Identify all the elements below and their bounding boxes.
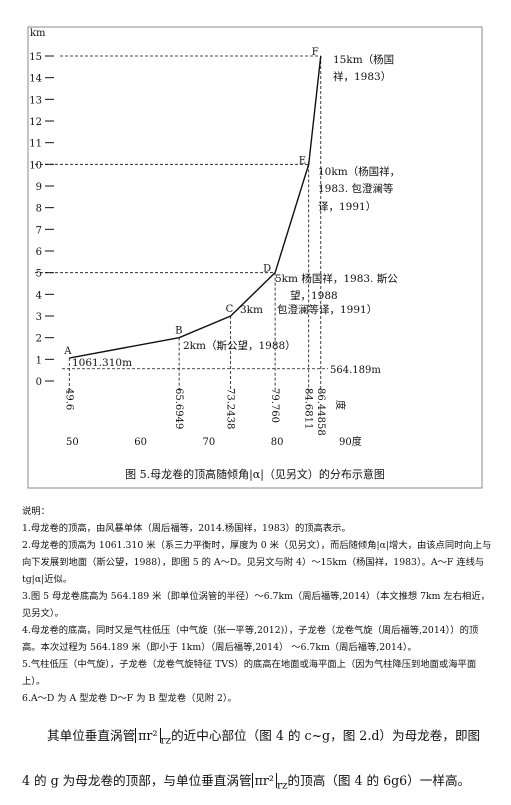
formula: πr² — [251, 772, 277, 788]
value-label: 2km（斯公望，1988） — [183, 339, 296, 352]
x-value-label: 73.2438 — [225, 388, 236, 429]
y-tick-label: 12 — [29, 117, 42, 128]
point-name: A — [63, 346, 72, 357]
point-name: F — [312, 47, 319, 58]
note-item: 6.A～D 为 A 型龙卷 D～F 为 B 型龙卷（见附 2）。 — [22, 693, 237, 704]
y-tick-label: 11 — [29, 139, 42, 150]
body-paragraph: 其单位垂直涡管 πr² rz的近中心部位（图 4 的 c~g，图 2.d）为母龙卷，… — [22, 716, 492, 805]
y-tick-label: 0 — [36, 377, 42, 388]
x-unit: 度 — [334, 400, 347, 410]
point-name: C — [226, 304, 234, 315]
formula-sub: rz — [276, 779, 288, 792]
value-label: 望，1988 — [290, 289, 338, 302]
value-label: 祥，1983） — [333, 70, 391, 83]
y-tick-label: 13 — [29, 95, 42, 106]
value-label: 5km 杨国祥，1983. 斯公 — [275, 272, 398, 285]
chart: km 图 5.母龙卷的顶高随倾角|α|（见另文）的分布示意图 012345678… — [27, 26, 483, 489]
point-name: E — [299, 155, 306, 166]
y-tick-label: 14 — [29, 74, 42, 85]
x-value-label: 65.6949 — [173, 388, 184, 429]
text: 的顶高（图 4 的 6g6）一样高。 — [287, 772, 471, 788]
value-label: 1061.310m — [72, 357, 132, 369]
value-label: 包澄澜等译，1991） — [277, 303, 377, 316]
y-tick-label: 15 — [29, 52, 42, 63]
x-value-label: 79.760 — [269, 388, 280, 423]
frame — [27, 26, 483, 489]
value-label: 译，1991） — [318, 201, 376, 213]
formula-sub: rz — [160, 734, 172, 747]
y-tick-label: 8 — [36, 204, 42, 215]
value-label: 15km（杨国 — [333, 53, 394, 66]
y-tick-label: 9 — [36, 182, 42, 193]
value-label: 1983. 包澄澜等 — [318, 182, 394, 195]
y-tick-label: 3 — [36, 312, 42, 323]
x-value-label: 49.6 — [63, 388, 74, 410]
note-item: 4.母龙卷的底高，同时又是气柱低压（中气旋（张一平等,2012)），子龙卷（龙卷… — [22, 625, 479, 653]
note-item: 3.图 5 母龙卷底高为 564.189 米（即单位涡管的半径）～6.7km（周… — [22, 591, 490, 619]
x-value-label: 86.44858 — [315, 388, 326, 436]
x-tick-label: 80 — [271, 437, 284, 448]
y-tick-label: 7 — [36, 225, 42, 236]
x-tick-label: 90度 — [339, 435, 362, 448]
y-tick-label: 10 — [29, 160, 42, 171]
notes: 说明： 1.母龙卷的顶高，由风暴单体（周后福等，2014.杨国祥，1983）的顶… — [22, 503, 492, 707]
ref-label: 564.189m — [330, 365, 381, 376]
x-tick-label: 60 — [134, 437, 147, 448]
point-name: B — [175, 326, 182, 337]
x-value-label: 84.6811 — [303, 388, 314, 429]
point-name: D — [263, 264, 271, 275]
note-item: 2.母龙卷的顶高为 1061.310 米（系三力平衡时，厚度为 0 米（见另文）… — [22, 540, 492, 585]
formula: πr² — [135, 728, 161, 743]
text: 其单位垂直涡管 — [47, 728, 136, 743]
caption: 图 5.母龙卷的顶高随倾角|α|（见另文）的分布示意图 — [125, 467, 385, 482]
data-line — [69, 55, 322, 359]
x-tick-label: 70 — [203, 437, 216, 448]
y-axis-label: km — [30, 28, 46, 39]
y-tick-label: 5 — [36, 269, 42, 280]
y-tick-label: 1 — [36, 355, 42, 366]
x-tick-label: 50 — [66, 437, 79, 448]
value-label: 10km（杨国祥， — [318, 165, 400, 178]
text: 的近中心部位（图 4 的 c~g，图 2.d）为母龙卷，即图 4 的 g 为母龙… — [22, 728, 481, 788]
y-tick-label: 2 — [36, 334, 42, 345]
note-item: 5.气柱低压（中气旋），子龙卷（龙卷气旋特征 TVS）的底高在地面或海平面上（因… — [22, 659, 477, 687]
y-tick-label: 6 — [36, 247, 42, 258]
value-label: 3km — [240, 304, 263, 316]
notes-heading: 说明： — [22, 506, 50, 517]
y-tick-label: 4 — [36, 290, 42, 301]
note-item: 1.母龙卷的顶高，由风暴单体（周后福等，2014.杨国祥，1983）的顶高表示。 — [22, 523, 351, 534]
